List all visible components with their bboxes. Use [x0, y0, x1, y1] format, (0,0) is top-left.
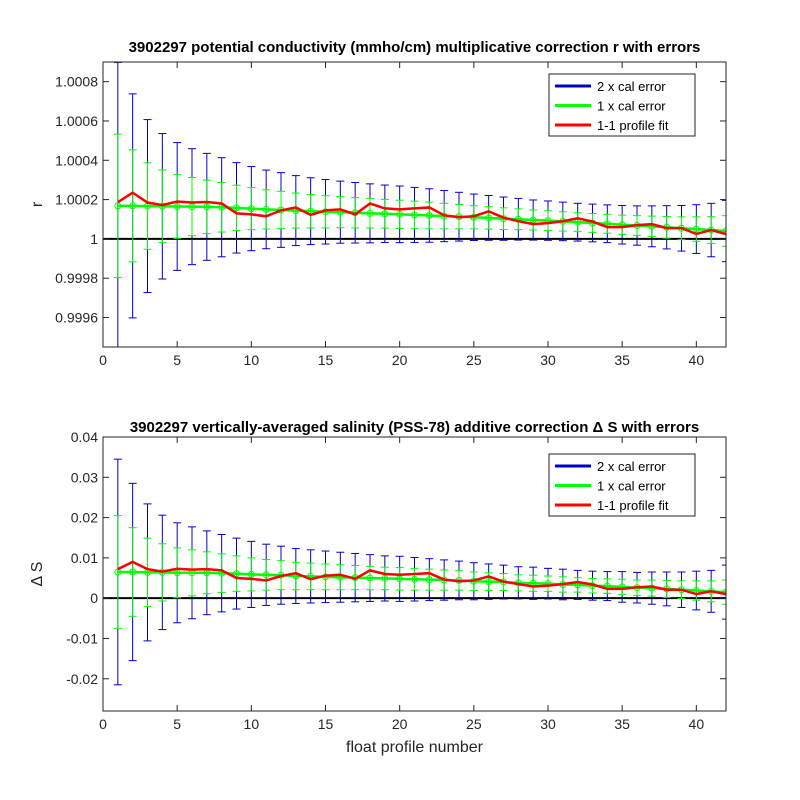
- chart-title: 3902297 potential conductivity (mmho/cm)…: [129, 39, 701, 56]
- one-x-cal-error-point: [114, 202, 122, 210]
- y-tick-label: -0.01: [66, 630, 98, 646]
- legend: 2 x cal error 1 x cal error 1-1 profile fi…: [548, 453, 696, 517]
- x-tick-label: 20: [392, 716, 408, 732]
- y-tick-label: 1.0006: [55, 113, 98, 129]
- y-tick-label: 0.02: [71, 510, 98, 526]
- x-tick-label: 5: [173, 352, 181, 368]
- x-tick-label: 20: [392, 352, 408, 368]
- one-x-cal-error-point: [381, 574, 389, 582]
- y-tick-label: 0.9996: [55, 310, 98, 326]
- x-tick-label: 40: [689, 352, 705, 368]
- y-tick-label: -0.02: [66, 671, 98, 687]
- one-x-cal-error-point: [203, 203, 211, 211]
- x-tick-label: 35: [614, 352, 630, 368]
- one-x-cal-error-point: [233, 204, 240, 212]
- one-x-cal-error-point: [158, 568, 166, 576]
- legend-label: 1 x cal error: [597, 99, 666, 114]
- panel-conductivity-correction: 3902297 potential conductivity (mmho/cm)…: [29, 39, 727, 368]
- y-tick-label: 1.0004: [55, 152, 98, 168]
- y-tick-label: 1.0008: [55, 74, 98, 90]
- x-tick-label: 15: [318, 716, 334, 732]
- x-tick-label: 5: [173, 716, 181, 732]
- y-tick-label: 1.0002: [55, 192, 98, 208]
- one-x-cal-error-point: [411, 575, 418, 583]
- legend-label: 2 x cal error: [597, 459, 666, 474]
- x-tick-label: 30: [540, 716, 556, 732]
- one-x-cal-error-point: [129, 202, 137, 210]
- y-tick-label: 0.04: [71, 429, 98, 445]
- plot-content: [103, 458, 726, 686]
- one-x-cal-error-point: [173, 202, 181, 210]
- one-x-cal-error-line: [117, 204, 726, 233]
- one-x-cal-error-point: [158, 202, 166, 210]
- x-tick-label: 0: [99, 352, 107, 368]
- one-x-cal-error-point: [129, 568, 137, 576]
- x-tick-label: 0: [99, 716, 107, 732]
- y-axis-label: r: [29, 201, 46, 207]
- one-x-cal-error-point: [425, 212, 433, 220]
- one-x-cal-error-point: [262, 205, 270, 213]
- axes-box: [102, 61, 727, 348]
- one-x-cal-error-point: [381, 210, 389, 218]
- one-x-cal-error-point: [366, 574, 374, 582]
- one-x-cal-error-point: [425, 576, 433, 584]
- one-x-cal-error-point: [262, 571, 270, 579]
- profile-fit-line: [117, 560, 726, 596]
- one-x-cal-error-point: [722, 588, 726, 596]
- one-x-cal-error-point: [692, 225, 700, 233]
- x-tick-label: 10: [244, 716, 260, 732]
- x-tick-label: 25: [466, 716, 482, 732]
- legend-label: 1-1 profile fit: [597, 498, 669, 513]
- one-x-cal-error-point: [247, 570, 255, 578]
- y-axis-label: Δ S: [29, 562, 46, 587]
- y-tick-label: 0.01: [71, 550, 98, 566]
- x-tick-label: 35: [614, 716, 630, 732]
- one-x-cal-error-point: [411, 211, 418, 219]
- one-x-cal-error-point: [396, 210, 404, 218]
- x-tick-label: 15: [318, 352, 334, 368]
- x-tick-label: 10: [244, 352, 260, 368]
- x-axis-label: float profile number: [346, 739, 484, 756]
- profile-fit-line: [117, 191, 726, 236]
- legend-label: 2 x cal error: [597, 79, 666, 94]
- plot-content: [103, 62, 726, 347]
- chart-title: 3902297 vertically-averaged salinity (PS…: [130, 419, 699, 436]
- one-x-cal-error-line: [117, 570, 726, 594]
- one-x-cal-error-point: [233, 570, 240, 578]
- y-tick-label: 0.03: [71, 469, 98, 485]
- y-tick-label: 0: [90, 590, 98, 606]
- one-x-cal-error-point: [247, 205, 255, 213]
- one-x-cal-error-point: [485, 214, 493, 222]
- one-x-cal-error-point: [366, 209, 374, 217]
- y-tick-label: 1: [90, 231, 98, 247]
- one-x-cal-error-point: [722, 227, 726, 235]
- legend-label: 1-1 profile fit: [597, 118, 669, 133]
- legend: 2 x cal error 1 x cal error 1-1 profile fi…: [548, 73, 696, 137]
- axes-box: [102, 436, 727, 712]
- x-tick-label: 30: [540, 352, 556, 368]
- y-tick-label: 0.9998: [55, 270, 98, 286]
- x-tick-label: 40: [689, 716, 705, 732]
- legend-label: 1 x cal error: [597, 479, 666, 494]
- one-x-cal-error-point: [485, 578, 493, 586]
- x-tick-label: 25: [466, 352, 482, 368]
- panel-salinity-correction: 3902297 vertically-averaged salinity (PS…: [29, 419, 727, 756]
